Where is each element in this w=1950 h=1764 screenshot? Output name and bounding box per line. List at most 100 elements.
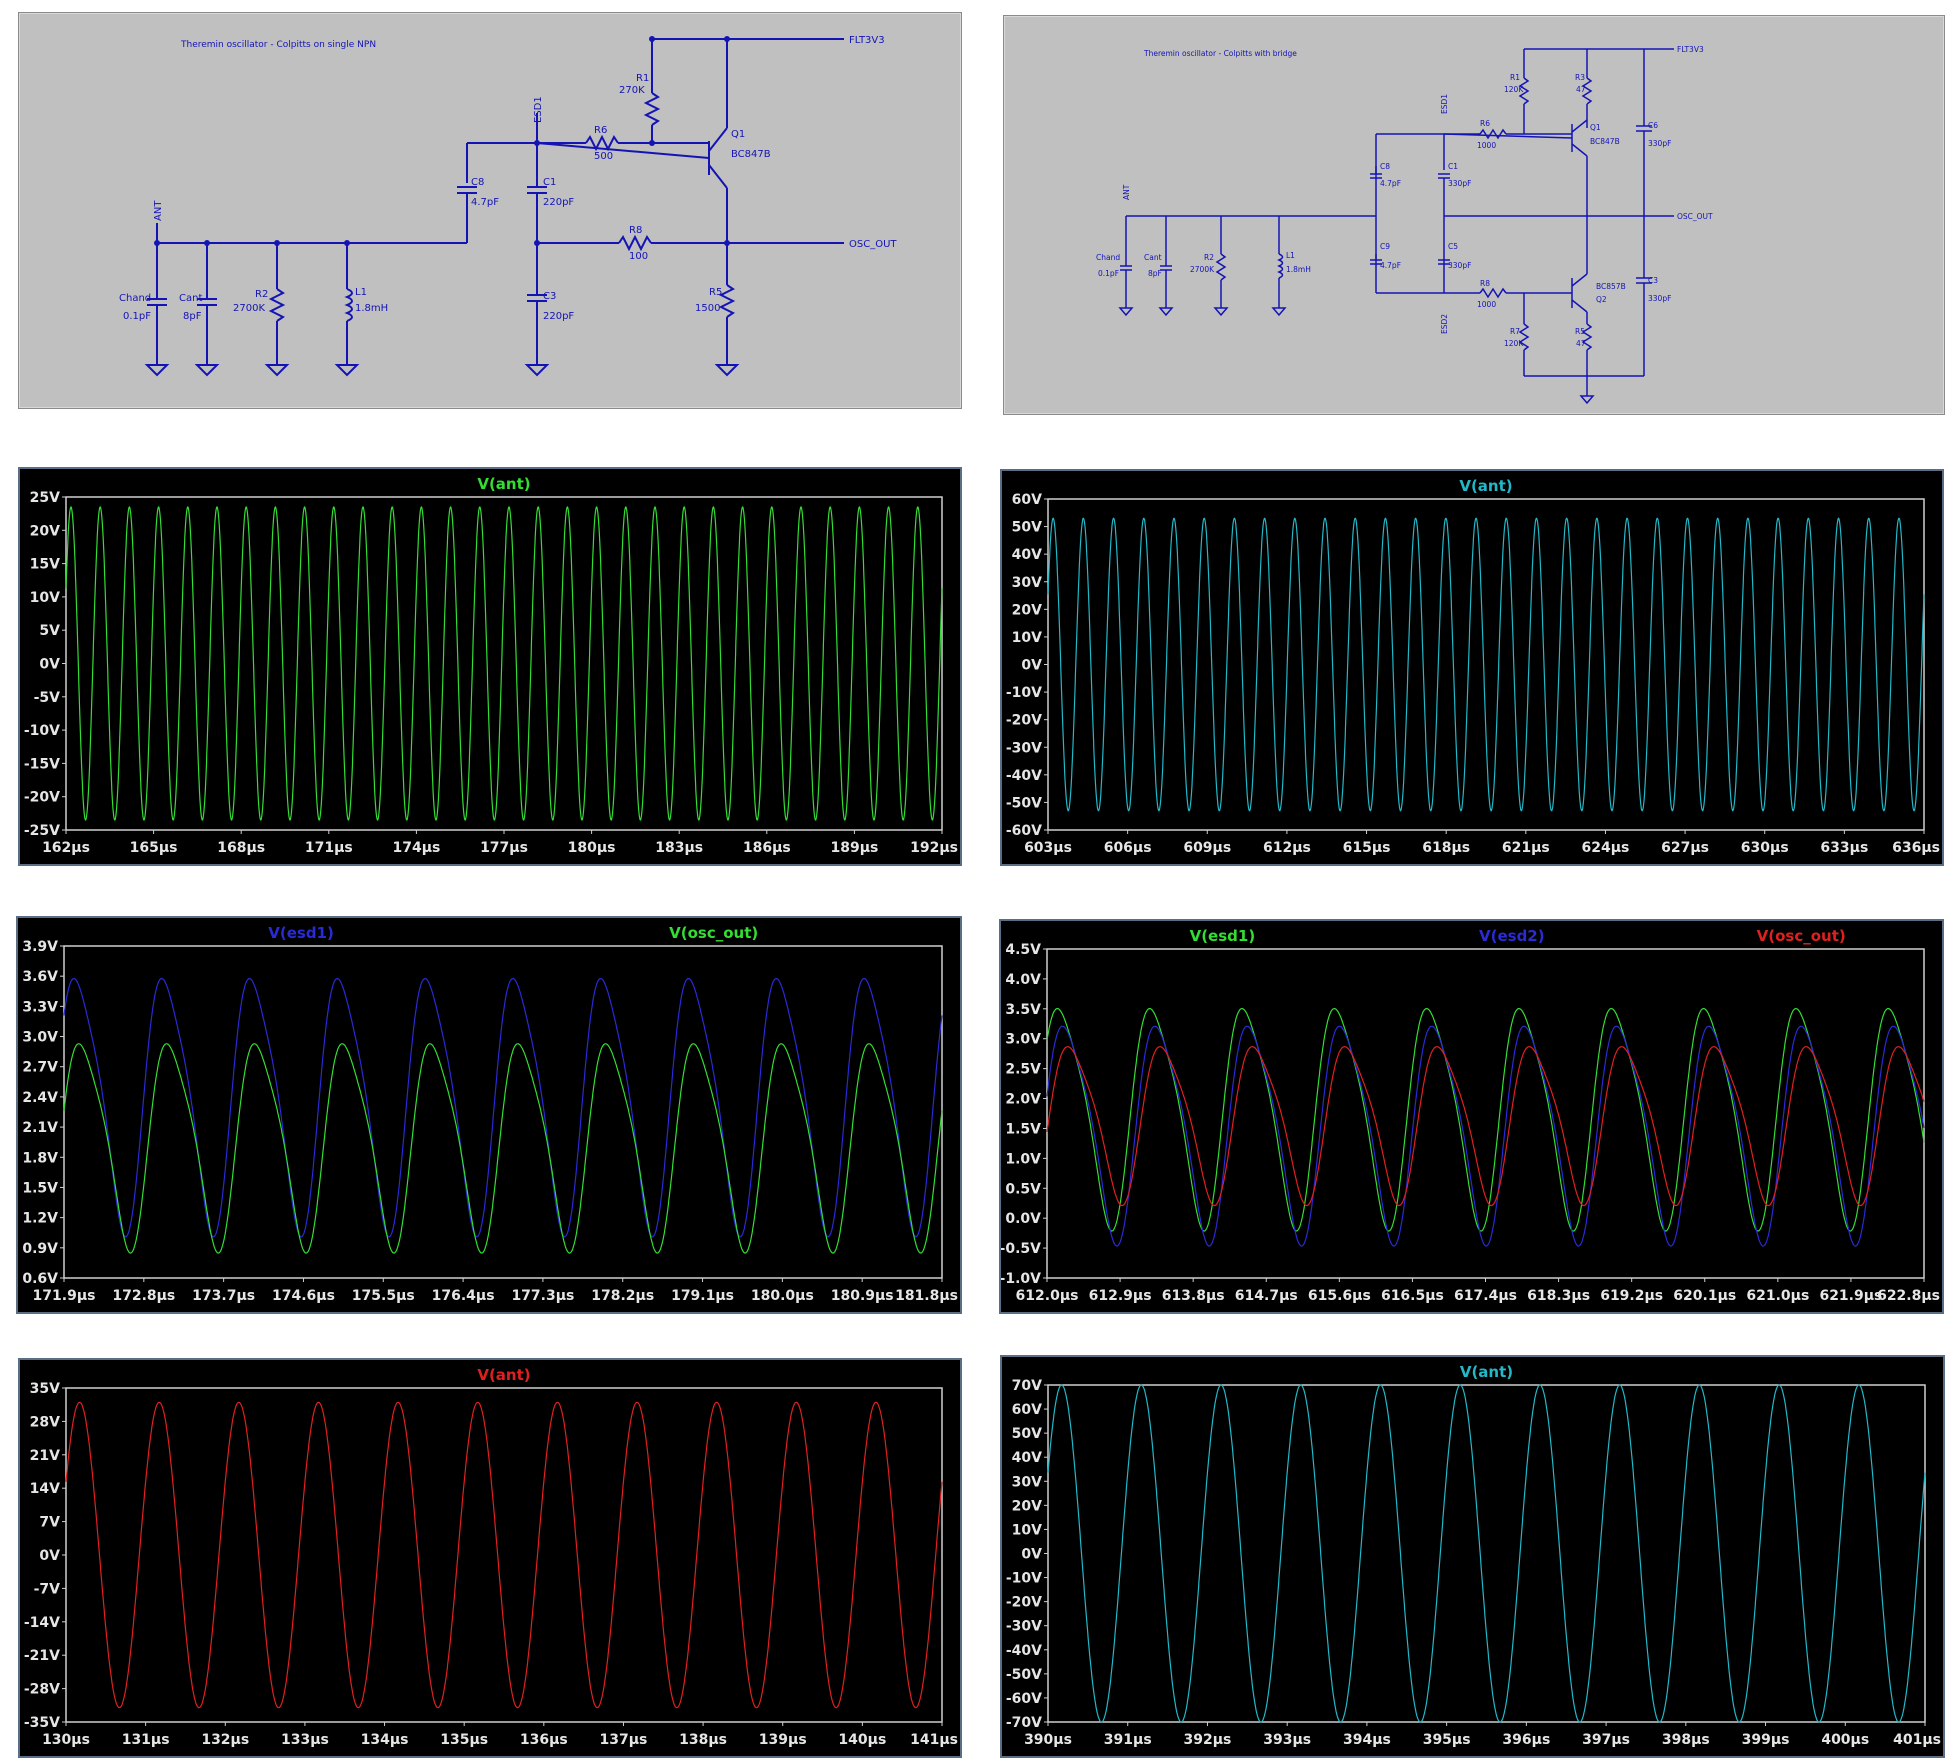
y-tick-label: 10V: [1012, 1522, 1042, 1538]
schematic-single-svg: Theremin oscillator - Colpitts on single…: [119, 35, 897, 377]
y-tick-label: 2.0V: [1005, 1092, 1041, 1108]
x-tick-label: 141µs: [910, 1732, 958, 1748]
svg-text:R8: R8: [629, 225, 642, 236]
svg-text:R8: R8: [1480, 279, 1490, 288]
x-tick-label: 616.5µs: [1381, 1288, 1444, 1304]
y-tick-label: 15V: [30, 557, 60, 573]
svg-text:100: 100: [629, 251, 648, 262]
svg-text:R1: R1: [1510, 73, 1520, 82]
y-tick-label: 0.5V: [1005, 1181, 1041, 1197]
svg-text:Cant: Cant: [179, 293, 202, 304]
y-tick-label: 14V: [30, 1481, 60, 1497]
svg-text:R2: R2: [1204, 253, 1214, 262]
y-tick-label: 4.0V: [1005, 972, 1041, 988]
svg-text:C3: C3: [543, 291, 556, 302]
svg-text:2700K: 2700K: [233, 303, 265, 314]
y-tick-label: 5V: [39, 623, 60, 639]
x-tick-label: 179.1µs: [671, 1288, 734, 1304]
y-tick-label: -15V: [24, 756, 60, 772]
plot-svg: 70V 60V 50V 40V 30V 20V 10V 0V -10V -20V -30V -40V -…: [1006, 1363, 1941, 1748]
svg-text:1000: 1000: [1477, 141, 1496, 150]
y-tick-label: -0.5V: [1001, 1241, 1041, 1257]
svg-text:R7: R7: [1510, 327, 1520, 336]
y-tick-label: -20V: [1006, 1595, 1042, 1611]
svg-text:R2: R2: [255, 289, 268, 300]
series-trace: [65, 1401, 943, 1709]
svg-text:0.1pF: 0.1pF: [123, 311, 151, 322]
plot-frame: [65, 496, 943, 831]
svg-text:L1: L1: [355, 287, 367, 298]
svg-text:C1: C1: [1448, 162, 1458, 171]
svg-text:L1: L1: [1286, 251, 1295, 260]
plot-svg: 4.5V 4.0V 3.5V 3.0V 2.5V 2.0V 1.5V 1.0V 0.5V 0.0V…: [1001, 927, 1940, 1304]
series-legend-label: V(ant): [477, 475, 530, 493]
x-tick-label: 176.4µs: [432, 1288, 495, 1304]
x-tick-label: 391µs: [1104, 1732, 1152, 1748]
y-tick-label: 30V: [1012, 575, 1042, 591]
series-legend-label: V(osc_out): [1757, 927, 1846, 945]
x-tick-label: 627µs: [1661, 840, 1709, 856]
series-legend-label: V(ant): [1459, 477, 1512, 495]
y-tick-label: 3.0V: [1005, 1032, 1041, 1048]
svg-text:1500: 1500: [695, 303, 720, 314]
series-legend-label: V(esd2): [1479, 927, 1545, 945]
svg-text:C3: C3: [1648, 276, 1658, 285]
plot-esd-single[interactable]: 3.9V 3.6V 3.3V 3.0V 2.7V 2.4V 2.1V 1.8V 1.5V 1.2V…: [16, 916, 962, 1314]
svg-text:Q2: Q2: [1596, 295, 1607, 304]
y-tick-label: 3.0V: [22, 1030, 58, 1046]
svg-text:ESD2: ESD2: [1440, 314, 1449, 334]
x-tick-label: 180.0µs: [751, 1288, 814, 1304]
x-tick-label: 609µs: [1183, 840, 1231, 856]
schematic-title: Theremin oscillator - Colpitts on single…: [180, 40, 376, 50]
plot-svg: 3.9V 3.6V 3.3V 3.0V 2.7V 2.4V 2.1V 1.8V 1.5V 1.2V…: [22, 924, 958, 1304]
svg-text:OSC_OUT: OSC_OUT: [1677, 212, 1713, 221]
svg-text:BC857B: BC857B: [1596, 282, 1626, 291]
x-tick-label: 390µs: [1024, 1732, 1072, 1748]
svg-text:FLT3V3: FLT3V3: [1677, 45, 1704, 54]
svg-text:120K: 120K: [1504, 85, 1524, 94]
y-tick-label: -10V: [24, 723, 60, 739]
svg-text:FLT3V3: FLT3V3: [849, 35, 885, 46]
plot-ant-bridge-short[interactable]: 60V 50V 40V 30V 20V 10V 0V -10V -20V -30V -40V -50V…: [1000, 469, 1944, 866]
schematic-bridge-svg: Theremin oscillator - Colpitts with brid…: [1096, 45, 1713, 405]
plot-svg: 35V 28V 21V 14V 7V 0V -7V -14V -21V -28V -35V130µs…: [24, 1366, 958, 1748]
y-tick-label: 3.6V: [22, 969, 58, 985]
y-tick-label: -21V: [24, 1648, 60, 1664]
plot-frame: [1046, 948, 1925, 1279]
y-tick-label: 1.5V: [22, 1180, 58, 1196]
x-tick-label: 606µs: [1104, 840, 1152, 856]
y-tick-label: 10V: [1012, 630, 1042, 646]
x-tick-label: 137µs: [600, 1732, 648, 1748]
svg-text:4.7pF: 4.7pF: [1380, 179, 1401, 188]
x-tick-label: 138µs: [679, 1732, 727, 1748]
y-tick-label: -40V: [1006, 768, 1042, 784]
x-tick-label: 636µs: [1892, 840, 1940, 856]
y-tick-label: 2.4V: [22, 1090, 58, 1106]
x-tick-label: 603µs: [1024, 840, 1072, 856]
y-tick-label: -10V: [1006, 1571, 1042, 1587]
plot-ant-single-long[interactable]: 35V 28V 21V 14V 7V 0V -7V -14V -21V -28V -35V 130µs…: [18, 1358, 962, 1758]
x-tick-label: 614.7µs: [1235, 1288, 1298, 1304]
y-tick-label: 3.5V: [1005, 1002, 1041, 1018]
svg-text:47: 47: [1576, 339, 1586, 348]
schematic-single-npn[interactable]: Theremin oscillator - Colpitts on single…: [18, 12, 962, 409]
schematic-bridge[interactable]: Theremin oscillator - Colpitts with brid…: [1003, 15, 1945, 415]
plot-svg: 25V 20V 15V 10V 5V 0V -5V -10V -15V -20V -25V162µs…: [24, 475, 958, 856]
series-trace: [1046, 1025, 1925, 1247]
y-tick-label: -7V: [34, 1581, 61, 1597]
x-tick-label: 630µs: [1741, 840, 1789, 856]
y-tick-label: -30V: [1006, 1619, 1042, 1635]
x-tick-label: 172.8µs: [112, 1288, 175, 1304]
y-tick-label: 0V: [39, 657, 60, 673]
plot-esd-bridge[interactable]: 4.5V 4.0V 3.5V 3.0V 2.5V 2.0V 1.5V 1.0V 0.5V 0.0V…: [999, 919, 1944, 1314]
svg-text:4.7pF: 4.7pF: [471, 197, 499, 208]
x-tick-label: 181.8µs: [895, 1288, 958, 1304]
plot-ant-bridge-long[interactable]: 70V 60V 50V 40V 30V 20V 10V 0V -10V -20V -30V -40V -…: [1000, 1355, 1945, 1758]
plot-ant-single-short[interactable]: 25V 20V 15V 10V 5V 0V -5V -10V -15V -20V -25V 162µs…: [18, 467, 962, 866]
y-tick-label: 1.5V: [1005, 1121, 1041, 1137]
x-tick-label: 132µs: [201, 1732, 249, 1748]
y-tick-label: 25V: [30, 490, 60, 506]
y-tick-label: 20V: [1012, 1498, 1042, 1514]
y-tick-label: -25V: [24, 823, 60, 839]
svg-text:C5: C5: [1448, 242, 1458, 251]
